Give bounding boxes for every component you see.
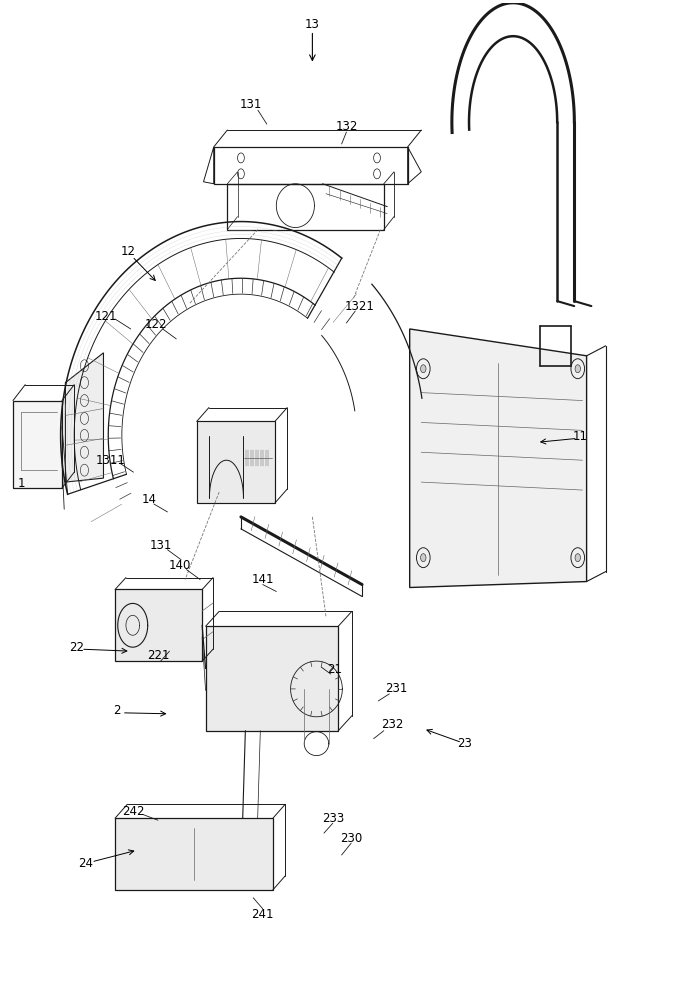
Circle shape [421,554,426,562]
Text: 11: 11 [572,430,587,443]
Text: 1311: 1311 [95,454,126,467]
Bar [197,421,275,503]
Text: 2: 2 [113,704,121,717]
Circle shape [575,554,580,562]
Text: 231: 231 [385,682,407,695]
Text: 230: 230 [340,832,362,845]
Text: 24: 24 [78,857,93,870]
Circle shape [421,365,426,373]
Text: 232: 232 [381,718,403,731]
Text: 1321: 1321 [345,300,375,313]
Text: 241: 241 [252,908,274,921]
Text: 221: 221 [147,649,169,662]
Text: 14: 14 [141,493,156,506]
Text: 140: 140 [169,559,191,572]
Bar [115,589,202,661]
Text: 242: 242 [122,805,145,818]
Polygon shape [410,329,587,588]
Circle shape [575,365,580,373]
Text: 23: 23 [457,737,471,750]
Text: 22: 22 [69,641,84,654]
Bar [13,401,62,488]
Text: 13: 13 [305,18,320,31]
Polygon shape [65,353,104,482]
Text: 12: 12 [121,245,136,258]
Text: 1: 1 [18,477,25,490]
Text: 131: 131 [150,539,172,552]
Text: 141: 141 [252,573,274,586]
Text: 121: 121 [95,310,117,323]
Text: 122: 122 [145,318,167,331]
Text: 131: 131 [240,98,262,111]
Bar [115,818,273,890]
Bar [206,626,338,731]
Text: 21: 21 [327,663,342,676]
Text: 132: 132 [335,120,357,133]
Text: 233: 233 [322,812,344,825]
